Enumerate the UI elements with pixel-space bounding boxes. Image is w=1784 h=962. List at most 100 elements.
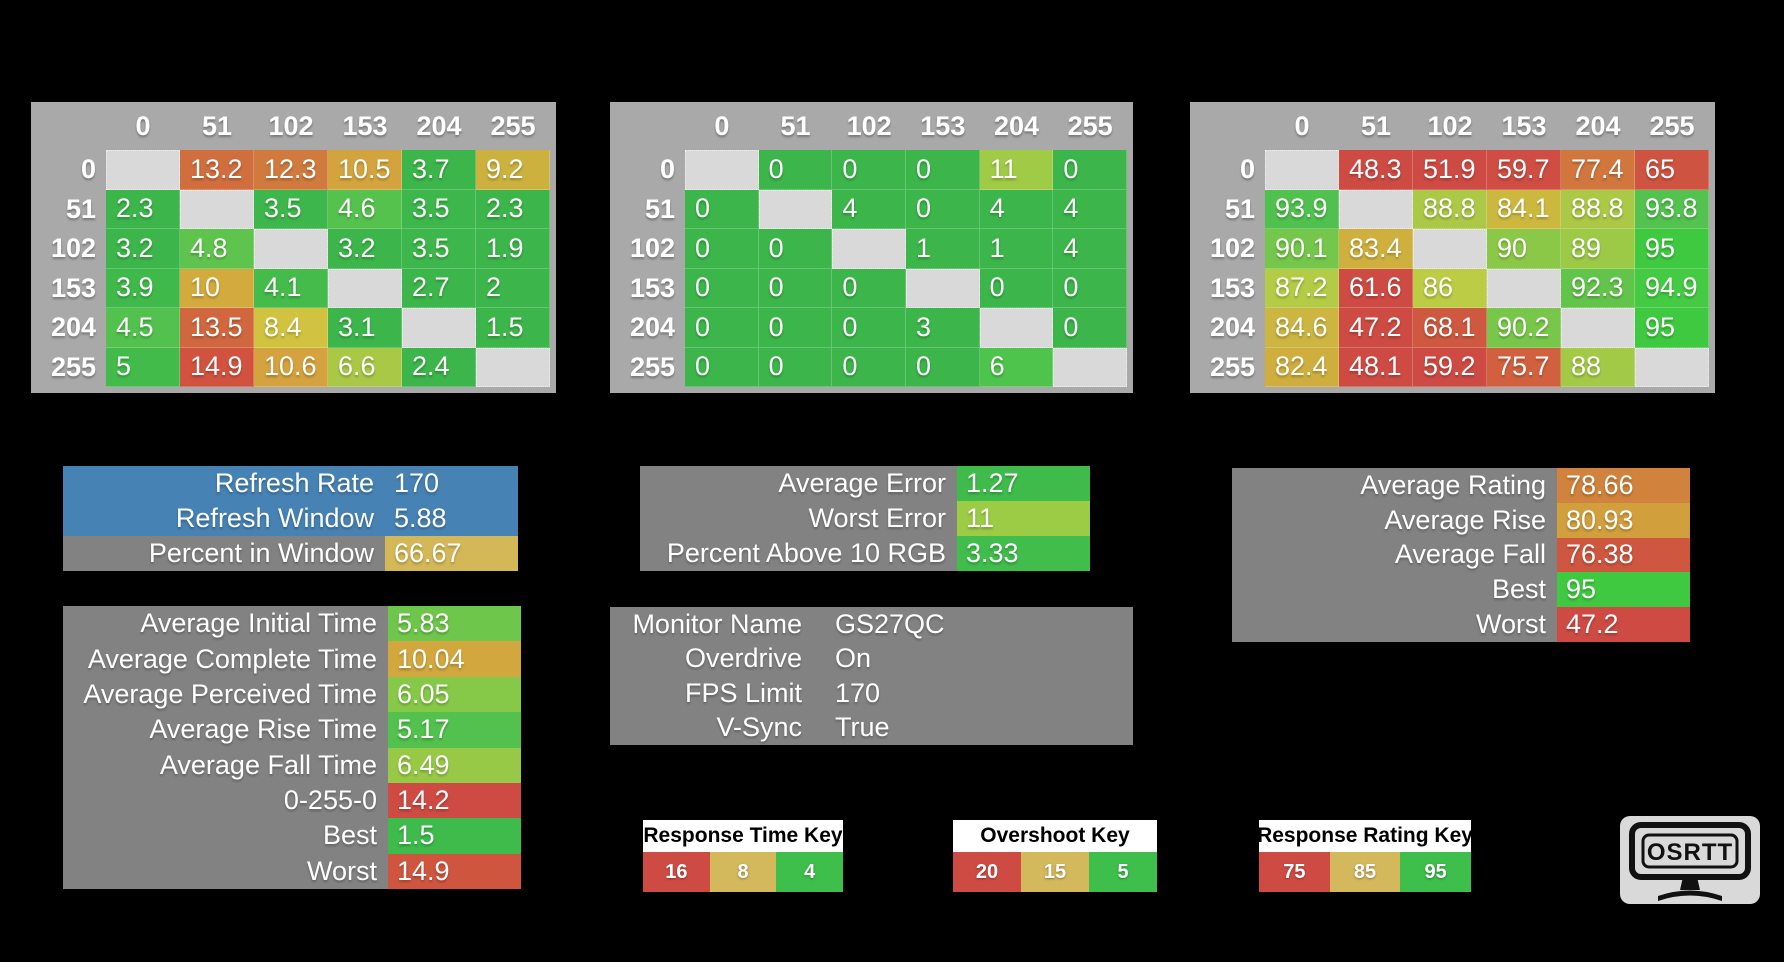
heatmap-cell: 65 bbox=[1635, 150, 1709, 190]
stat-row: Monitor Name GS27QC bbox=[610, 607, 1133, 642]
heatmap-cell: 6 bbox=[979, 347, 1054, 387]
stat-row: Percent in Window 66.67 bbox=[63, 536, 518, 571]
heatmap-cell: 95 bbox=[1635, 229, 1709, 269]
stat-label: Average Fall Time bbox=[159, 749, 377, 780]
stat-row: Worst Error 11 bbox=[640, 501, 1090, 536]
stat-value: 11 bbox=[957, 501, 1090, 536]
heatmap-cell: 3.5 bbox=[402, 229, 476, 269]
heatmap-cell: 10 bbox=[180, 268, 254, 308]
overshoot-key-legend: Overshoot Key 20 15 5 bbox=[953, 820, 1157, 892]
osrtt-logo: OSRTT bbox=[1620, 816, 1760, 904]
heatmap-cell: 0 bbox=[758, 347, 833, 387]
stat-label: Worst bbox=[1475, 609, 1546, 640]
stat-value: 76.38 bbox=[1557, 537, 1690, 573]
heatmap-cell: 87.2 bbox=[1265, 268, 1339, 308]
heatmap-cell: 92.3 bbox=[1561, 268, 1635, 308]
stat-label: Average Fall bbox=[1394, 539, 1546, 570]
heatmap-cell: 3.9 bbox=[106, 268, 180, 308]
stat-label: Average Rise Time bbox=[149, 714, 377, 745]
key-title: Overshoot Key bbox=[953, 820, 1157, 852]
stat-row: Overdrive On bbox=[610, 642, 1133, 677]
stat-value: True bbox=[835, 712, 890, 743]
heatmap-cell: 84.6 bbox=[1265, 308, 1339, 348]
stat-row: Average Rise 80.93 bbox=[1232, 502, 1690, 538]
heatmap-cell: 11 bbox=[979, 150, 1054, 190]
stat-value: 80.93 bbox=[1557, 502, 1690, 538]
col-header: 204 bbox=[1575, 110, 1621, 141]
stat-row: Percent Above 10 RGB 3.33 bbox=[640, 536, 1090, 571]
heatmap-cell: 83.4 bbox=[1339, 229, 1413, 269]
row-header: 153 bbox=[50, 272, 96, 303]
row-header: 102 bbox=[629, 233, 675, 264]
heatmap-cell: 93.8 bbox=[1635, 189, 1709, 229]
col-header: 255 bbox=[490, 110, 536, 141]
heatmap-cell: 0 bbox=[758, 150, 833, 190]
heatmap-cell: 86 bbox=[1413, 268, 1487, 308]
heatmap-cell: 0 bbox=[832, 347, 906, 387]
heatmap-cell bbox=[905, 268, 980, 308]
stat-value: 1.5 bbox=[388, 818, 521, 854]
stat-label: Average Rating bbox=[1360, 469, 1546, 500]
stat-row: V-Sync True bbox=[610, 711, 1133, 746]
heatmap-cell: 1.9 bbox=[476, 229, 550, 269]
overshoot-heatmap-table: 0 51 102 153 204 255 0 0 0 0 11 0 51 0 4 0 4 4 102 0 0 1 1 4 153… bbox=[610, 102, 1133, 393]
table-corner bbox=[610, 102, 685, 150]
heatmap-cell: 13.5 bbox=[180, 308, 254, 348]
stat-label: Percent in Window bbox=[148, 538, 374, 568]
stat-label: Best bbox=[322, 820, 377, 851]
response-rating-key-legend: Response Rating Key 75 85 95 bbox=[1257, 820, 1473, 892]
stat-row: Refresh Window 5.88 bbox=[63, 501, 518, 536]
logo-text: OSRTT bbox=[1647, 839, 1733, 866]
stat-row: Average Fall Time 6.49 bbox=[63, 747, 521, 783]
stat-label: Average Complete Time bbox=[87, 643, 377, 674]
stat-label: Average Perceived Time bbox=[83, 678, 377, 709]
heatmap-cell: 0 bbox=[832, 308, 906, 348]
stat-row: Average Fall 76.38 bbox=[1232, 537, 1690, 573]
heatmap-cell: 12.3 bbox=[254, 150, 328, 190]
heatmap-cell: 2.7 bbox=[402, 268, 476, 308]
heatmap-cell: 75.7 bbox=[1487, 347, 1561, 387]
heatmap-cell: 3.5 bbox=[254, 189, 328, 229]
stat-value: 5.88 bbox=[394, 503, 447, 533]
stat-row: Average Rating 78.66 bbox=[1232, 468, 1690, 503]
heatmap-cell bbox=[180, 189, 254, 229]
stat-label: Percent Above 10 RGB bbox=[666, 538, 946, 568]
stat-value: 1.27 bbox=[957, 466, 1090, 501]
heatmap-cell: 48.1 bbox=[1339, 347, 1413, 387]
heatmap-cell: 4.6 bbox=[328, 189, 402, 229]
heatmap-cell: 0 bbox=[758, 229, 833, 269]
heatmap-cell: 82.4 bbox=[1265, 347, 1339, 387]
heatmap-cell: 4.1 bbox=[254, 268, 328, 308]
stat-value: 47.2 bbox=[1557, 607, 1690, 642]
key-stop: 5 bbox=[1089, 852, 1157, 892]
stat-value: GS27QC bbox=[835, 608, 945, 639]
heatmap-cell: 4.8 bbox=[180, 229, 254, 269]
stat-label: Refresh Window bbox=[175, 503, 374, 533]
stat-value: 6.05 bbox=[388, 676, 521, 713]
stat-label: Worst Error bbox=[808, 503, 946, 533]
heatmap-cell bbox=[106, 150, 180, 190]
heatmap-cell: 59.2 bbox=[1413, 347, 1487, 387]
heatmap-cell bbox=[832, 229, 906, 269]
heatmap-cell: 0 bbox=[685, 308, 759, 348]
heatmap-cell: 0 bbox=[1053, 268, 1127, 308]
heatmap-cell: 95 bbox=[1635, 308, 1709, 348]
stat-row: Best 95 bbox=[1232, 572, 1690, 608]
stat-value: 3.33 bbox=[957, 536, 1090, 571]
heatmap-cell: 4.5 bbox=[106, 308, 180, 348]
heatmap-cell: 84.1 bbox=[1487, 189, 1561, 229]
heatmap-cell: 4 bbox=[1053, 189, 1127, 229]
stat-row: Average Perceived Time 6.05 bbox=[63, 676, 521, 713]
response-rating-heatmap-table: 0 51 102 153 204 255 0 48.3 51.9 59.7 77.4 65 51 93.9… bbox=[1190, 102, 1715, 393]
heatmap-cell: 89 bbox=[1561, 229, 1635, 269]
heatmap-cell: 88.8 bbox=[1561, 189, 1635, 229]
row-header: 255 bbox=[50, 351, 96, 382]
heatmap-cell: 0 bbox=[979, 268, 1054, 308]
heatmap-cell: 0 bbox=[832, 150, 906, 190]
col-header: 51 bbox=[1360, 110, 1392, 141]
heatmap-cell bbox=[254, 229, 328, 269]
heatmap-cell: 93.9 bbox=[1265, 189, 1339, 229]
key-stop: 4 bbox=[776, 852, 844, 892]
stat-label: Average Rise bbox=[1384, 504, 1546, 535]
row-header: 51 bbox=[644, 193, 675, 224]
